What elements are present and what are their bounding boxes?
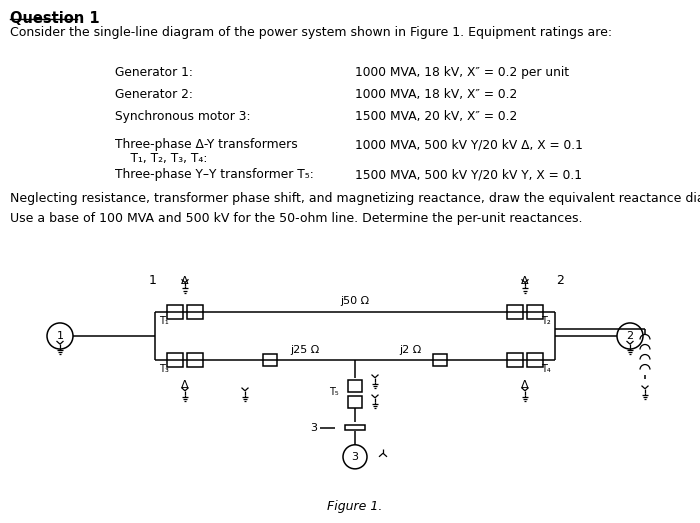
Bar [167,353,183,367]
Text: Figure 1.: Figure 1. [328,500,383,513]
Text: Synchronous motor 3:: Synchronous motor 3: [115,110,251,123]
Bar [187,353,203,367]
Bar [167,305,183,320]
Text: Use a base of 100 MVA and 500 kV for the 50-ohm line. Determine the per-unit rea: Use a base of 100 MVA and 500 kV for the… [10,212,582,224]
Text: Δ: Δ [181,380,189,390]
Text: 1: 1 [149,275,157,287]
Text: 3: 3 [310,423,317,433]
Text: T₁, T₂, T₃, T₄:: T₁, T₂, T₃, T₄: [115,152,207,165]
Bar [527,353,543,367]
Text: j50 Ω: j50 Ω [340,297,370,306]
Text: j2 Ω: j2 Ω [399,345,421,355]
Text: Generator 1:: Generator 1: [115,66,193,79]
Bar [433,354,447,366]
Bar [263,354,277,366]
Bar [187,305,203,320]
Text: 1000 MVA, 500 kV Y/20 kV Δ, X = 0.1: 1000 MVA, 500 kV Y/20 kV Δ, X = 0.1 [355,139,583,151]
Text: 1500 MVA, 20 kV, X″ = 0.2: 1500 MVA, 20 kV, X″ = 0.2 [355,110,517,123]
Text: Question 1: Question 1 [10,11,99,26]
Bar [527,305,543,320]
Text: T₃: T₃ [159,363,169,373]
Text: Consider the single-line diagram of the power system shown in Figure 1. Equipmen: Consider the single-line diagram of the … [10,26,612,39]
Text: 2: 2 [556,275,564,287]
Text: Δ: Δ [522,276,528,287]
Text: Δ: Δ [181,276,189,287]
Text: 1000 MVA, 18 kV, X″ = 0.2 per unit: 1000 MVA, 18 kV, X″ = 0.2 per unit [355,66,569,79]
Text: 2: 2 [626,331,634,341]
Text: 1000 MVA, 18 kV, X″ = 0.2: 1000 MVA, 18 kV, X″ = 0.2 [355,88,517,101]
Text: T₂: T₂ [541,316,551,326]
Text: Δ: Δ [522,380,528,390]
Text: Neglecting resistance, transformer phase shift, and magnetizing reactance, draw : Neglecting resistance, transformer phase… [10,191,700,204]
Text: 1: 1 [57,331,64,341]
Bar [507,305,523,320]
Bar [507,353,523,367]
Text: 3: 3 [351,452,358,462]
Text: j25 Ω: j25 Ω [290,345,320,355]
Bar [345,425,365,430]
Text: Three-phase Δ-Y transformers: Three-phase Δ-Y transformers [115,139,298,151]
Text: T₁: T₁ [159,316,169,326]
Text: 1500 MVA, 500 kV Y/20 kV Y, X = 0.1: 1500 MVA, 500 kV Y/20 kV Y, X = 0.1 [355,168,582,181]
Bar [348,380,362,392]
Bar [348,396,362,408]
Text: Generator 2:: Generator 2: [115,88,193,101]
Text: T₅: T₅ [330,386,339,396]
Text: T₄: T₄ [541,363,551,373]
Text: Three-phase Y–Y transformer T₅:: Three-phase Y–Y transformer T₅: [115,168,314,181]
